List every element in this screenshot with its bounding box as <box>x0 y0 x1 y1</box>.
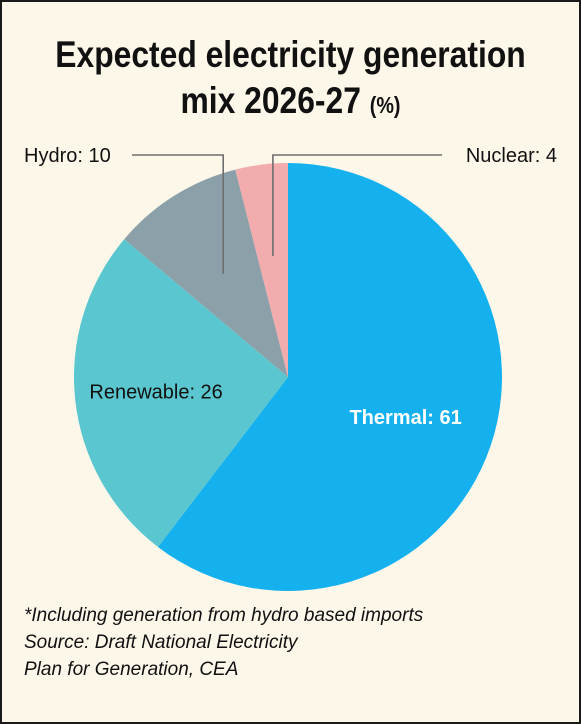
slice-label-hydro: Hydro: 10 <box>24 145 111 167</box>
footnote: *Including generation from hydro based i… <box>24 605 424 626</box>
leader-line-hydro <box>132 154 224 274</box>
title-line-2-text: mix 2026-27 <box>180 80 361 121</box>
pie-slice-hydro <box>124 169 288 377</box>
source-line-1: Source: Draft National Electricity <box>24 632 298 653</box>
leader-line-nuclear <box>272 154 442 256</box>
pie-slice-nuclear <box>235 163 288 377</box>
title-line-2: mix 2026-27 (%) <box>42 78 538 128</box>
slice-label-renewable: Renewable: 26 <box>89 381 222 403</box>
chart-title: Expected electricity generation mix 2026… <box>42 32 538 128</box>
pie-slice-renewable <box>73 239 289 547</box>
slice-label-thermal: Thermal: 61 <box>349 407 461 429</box>
chart-notes: *Including generation from hydro based i… <box>24 602 423 683</box>
slice-label-nuclear: Nuclear: 4 <box>466 145 557 167</box>
pie-slice-thermal <box>157 163 503 592</box>
title-unit: (%) <box>369 92 401 118</box>
source-line-2: Plan for Generation, CEA <box>24 659 239 680</box>
title-line-1: Expected electricity generation <box>55 34 526 75</box>
